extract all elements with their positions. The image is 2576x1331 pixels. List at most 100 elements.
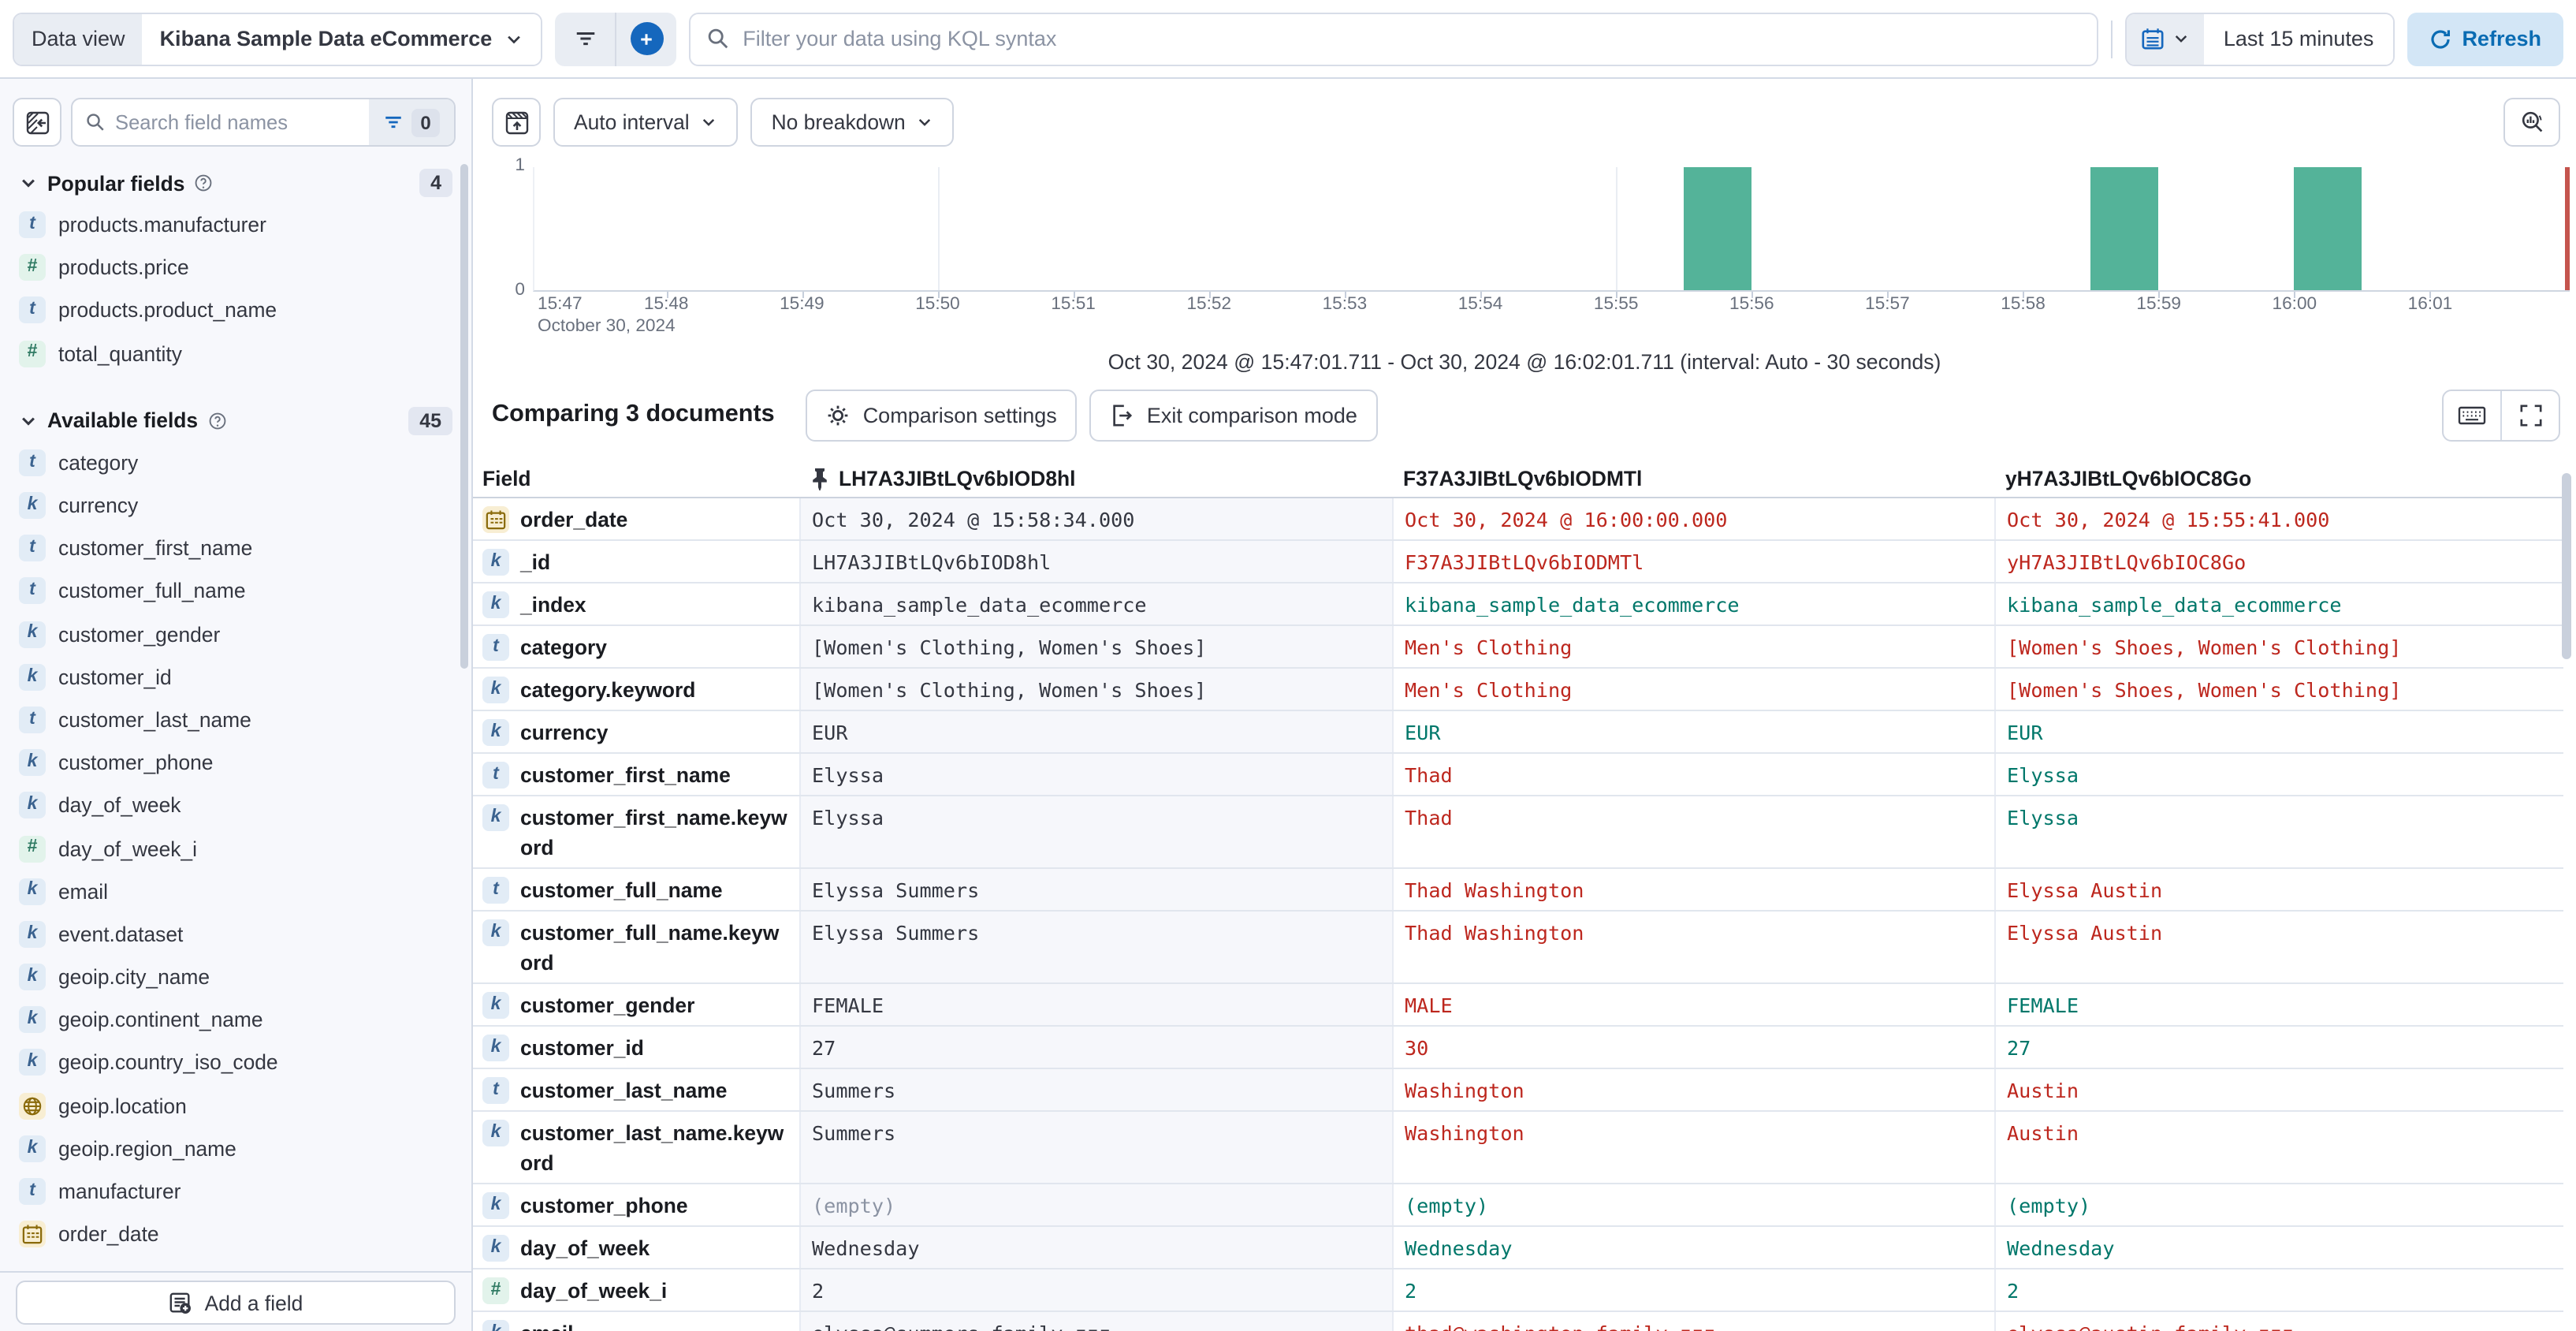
field-item[interactable]: t category bbox=[13, 442, 459, 484]
row-field-name: customer_id bbox=[520, 1036, 644, 1060]
x-axis-tick: 15:49 bbox=[780, 295, 825, 314]
comparison-table-header: Field LH7A3JIBtLQv6bIOD8hl F37A3JIBtLQv6… bbox=[473, 460, 2563, 498]
comparison-value-diff: MALE bbox=[1392, 984, 1994, 1025]
histogram-caption: Oct 30, 2024 @ 15:47:01.711 - Oct 30, 20… bbox=[1107, 350, 1941, 374]
field-section-header[interactable]: Available fields 45 bbox=[13, 401, 459, 442]
text-field-icon: t bbox=[19, 535, 46, 562]
field-item[interactable]: order_date bbox=[13, 1213, 459, 1255]
tick-mark bbox=[2023, 292, 2025, 298]
field-item[interactable]: # day_of_week_i bbox=[13, 827, 459, 870]
filter-list-button[interactable] bbox=[555, 12, 615, 65]
keyword-field-icon: k bbox=[19, 492, 46, 520]
comparison-value-diff: Washington bbox=[1392, 1069, 1994, 1110]
comparison-value-diff: Men's Clothing bbox=[1392, 626, 1994, 667]
field-item[interactable]: t manufacturer bbox=[13, 1170, 459, 1213]
field-search-input[interactable] bbox=[115, 110, 356, 134]
date-field-icon bbox=[19, 1221, 46, 1248]
field-section-header[interactable]: Popular fields 4 bbox=[13, 162, 459, 203]
row-field-name: currency bbox=[520, 721, 609, 744]
field-item[interactable]: t customer_first_name bbox=[13, 527, 459, 569]
chevron-down-icon bbox=[917, 114, 934, 131]
time-range-value: Last 15 minutes bbox=[2204, 13, 2393, 64]
number-field-icon: # bbox=[482, 1277, 509, 1304]
field-item[interactable]: # products.price bbox=[13, 246, 459, 289]
comparison-value-same: Wednesday bbox=[1392, 1227, 1994, 1268]
chevron-down-icon bbox=[504, 29, 523, 48]
time-range-picker[interactable]: Last 15 minutes bbox=[2125, 12, 2395, 65]
keyword-field-icon: k bbox=[482, 804, 509, 831]
comparison-table-body: order_date Oct 30, 2024 @ 15:58:34.000 Oct… bbox=[473, 498, 2563, 1331]
field-item[interactable]: k currency bbox=[13, 484, 459, 527]
gear-icon bbox=[827, 403, 851, 427]
add-filter-button[interactable] bbox=[616, 12, 676, 65]
comparison-value-diff: 30 bbox=[1392, 1027, 1994, 1068]
text-field-icon: t bbox=[482, 762, 509, 789]
keyword-field-icon: k bbox=[482, 549, 509, 576]
table-scrollbar[interactable] bbox=[2562, 473, 2571, 659]
keyword-field-icon: k bbox=[19, 1006, 46, 1034]
x-axis-tick: 15:51 bbox=[1051, 295, 1096, 314]
keyword-field-icon: k bbox=[19, 663, 46, 691]
plus-circle-icon bbox=[630, 22, 664, 55]
keyword-field-icon: k bbox=[482, 719, 509, 746]
sidebar-scrollbar[interactable] bbox=[460, 164, 468, 669]
field-column-header: Field bbox=[482, 467, 531, 490]
keyword-field-icon: k bbox=[19, 1049, 46, 1076]
comparison-value-same: Elyssa bbox=[1994, 754, 2563, 795]
field-item[interactable]: k email bbox=[13, 870, 459, 912]
keyword-field-icon: k bbox=[482, 1192, 509, 1219]
tick-mark bbox=[1208, 292, 1211, 298]
field-item[interactable]: t products.manufacturer bbox=[13, 203, 459, 246]
keyword-field-icon: k bbox=[19, 1135, 46, 1162]
exit-comparison-button[interactable]: Exit comparison mode bbox=[1089, 389, 1378, 441]
y-axis-tick: 1 bbox=[515, 156, 525, 175]
field-name: geoip.city_name bbox=[58, 965, 210, 990]
edit-visualization-button[interactable] bbox=[2503, 98, 2560, 147]
field-item[interactable]: t customer_full_name bbox=[13, 570, 459, 613]
comparison-value-diff: Oct 30, 2024 @ 15:55:41.000 bbox=[1994, 498, 2563, 539]
field-item[interactable]: k geoip.country_iso_code bbox=[13, 1042, 459, 1084]
field-item[interactable]: k geoip.continent_name bbox=[13, 998, 459, 1041]
field-item[interactable]: t customer_last_name bbox=[13, 699, 459, 741]
help-icon bbox=[207, 412, 226, 431]
x-axis-tick: 15:56 bbox=[1729, 295, 1774, 314]
table-row: k _id LH7A3JIBtLQv6bIOD8hl F37A3JIBtLQv6bIO… bbox=[473, 541, 2563, 583]
x-axis-tick: 15:58 bbox=[2001, 295, 2046, 314]
lens-magnifier-icon bbox=[2518, 109, 2545, 136]
x-axis-tick: 15:50 bbox=[915, 295, 960, 314]
field-item[interactable]: k customer_gender bbox=[13, 613, 459, 655]
filter-icon bbox=[573, 27, 597, 50]
calendar-icon bbox=[2142, 27, 2165, 50]
fullscreen-button[interactable] bbox=[2502, 390, 2559, 439]
keyboard-icon bbox=[2458, 405, 2486, 425]
field-item[interactable]: # total_quantity bbox=[13, 332, 459, 375]
field-filter-button[interactable]: 0 bbox=[369, 99, 454, 145]
breakdown-select[interactable]: No breakdown bbox=[750, 98, 955, 147]
tick-mark bbox=[2294, 292, 2296, 298]
field-list-sidebar: 0 Popular fields 4 t products.manufacturer #… bbox=[0, 79, 473, 1331]
row-field-name: customer_phone bbox=[520, 1194, 688, 1217]
field-item[interactable]: k event.dataset bbox=[13, 913, 459, 956]
collapse-sidebar-button[interactable] bbox=[13, 98, 61, 147]
tick-mark bbox=[937, 292, 940, 298]
add-field-button[interactable]: Add a field bbox=[16, 1281, 456, 1325]
data-view-picker[interactable]: Data view Kibana Sample Data eCommerce bbox=[13, 12, 543, 65]
kql-query-input[interactable] bbox=[743, 27, 2082, 50]
field-item[interactable]: k customer_phone bbox=[13, 741, 459, 784]
kql-query-bar[interactable] bbox=[689, 12, 2099, 65]
interval-select[interactable]: Auto interval bbox=[553, 98, 739, 147]
keyboard-shortcuts-button[interactable] bbox=[2444, 390, 2500, 439]
gridline bbox=[937, 167, 940, 290]
base-doc-value: (empty) bbox=[799, 1184, 1392, 1225]
field-item[interactable]: geoip.location bbox=[13, 1084, 459, 1127]
field-item[interactable]: k customer_id bbox=[13, 655, 459, 698]
field-item[interactable]: t products.product_name bbox=[13, 289, 459, 332]
field-item[interactable]: k geoip.region_name bbox=[13, 1128, 459, 1170]
comparison-settings-button[interactable]: Comparison settings bbox=[806, 389, 1078, 441]
field-item[interactable]: k geoip.city_name bbox=[13, 956, 459, 998]
hide-chart-button[interactable] bbox=[492, 98, 541, 147]
field-item[interactable]: k day_of_week bbox=[13, 785, 459, 827]
field-search-box[interactable] bbox=[73, 99, 369, 145]
refresh-button[interactable]: Refresh bbox=[2407, 12, 2563, 65]
filter-count-badge: 0 bbox=[411, 108, 440, 136]
